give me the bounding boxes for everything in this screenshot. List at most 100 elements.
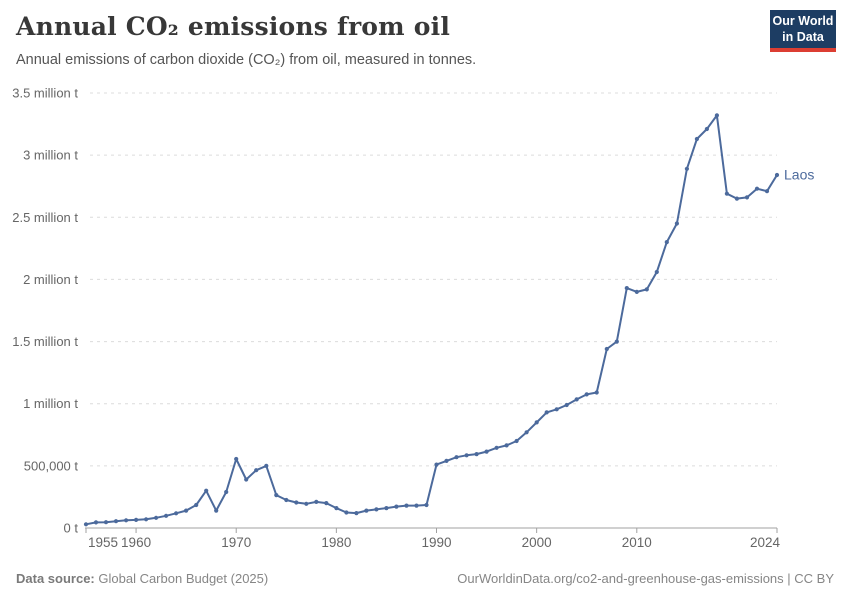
data-point[interactable] [524,430,529,435]
data-point[interactable] [584,392,589,397]
data-point[interactable] [464,453,469,458]
data-point[interactable] [454,455,459,460]
data-point[interactable] [774,172,780,178]
x-axis-tick-label: 1980 [321,535,351,550]
data-source-note: Data source: Global Carbon Budget (2025) [16,571,268,586]
data-point[interactable] [644,287,649,292]
data-point[interactable] [394,504,399,509]
data-point[interactable] [194,502,199,508]
data-point[interactable] [694,136,700,142]
data-point[interactable] [724,191,730,196]
chart-title: Annual CO₂ emissions from oil [16,12,451,41]
data-point[interactable] [304,501,309,506]
data-point[interactable] [384,506,389,511]
chart-subtitle: Annual emissions of carbon dioxide (CO₂)… [16,52,477,68]
data-point[interactable] [124,518,129,523]
x-axis-tick-label: 1960 [121,535,151,550]
data-point[interactable] [134,517,139,523]
data-point[interactable] [144,517,149,522]
data-point[interactable] [234,456,239,462]
data-point[interactable] [494,445,499,450]
data-point[interactable] [554,407,559,412]
data-point[interactable] [654,269,659,275]
y-axis-tick-label: 0 t [64,521,79,536]
data-point[interactable] [244,477,249,482]
data-point[interactable] [744,195,750,200]
data-point[interactable] [564,402,569,408]
data-point[interactable] [714,113,720,118]
data-point[interactable] [113,519,119,524]
data-source-value: Global Carbon Budget (2025) [98,571,269,586]
series-end-label[interactable]: Laos [784,167,814,183]
data-point[interactable] [93,520,99,525]
data-point[interactable] [674,221,680,226]
data-point[interactable] [324,501,329,506]
y-axis-tick-label: 1.5 million t [12,334,78,349]
data-point[interactable] [103,520,109,525]
data-point[interactable] [504,443,509,448]
data-point[interactable] [594,390,599,395]
x-axis-tick-label: 1990 [421,535,451,550]
data-point[interactable] [704,126,710,132]
data-source-label: Data source: [16,571,95,586]
x-axis-tick-label: 2024 [750,535,781,550]
data-point[interactable] [544,410,549,415]
data-point[interactable] [604,346,609,352]
data-point[interactable] [754,186,760,191]
data-point[interactable] [434,462,439,467]
owid-logo: Our World in Data [770,10,836,52]
data-point[interactable] [574,397,579,402]
data-point[interactable] [264,463,269,468]
data-point[interactable] [274,493,279,498]
data-point[interactable] [184,508,189,513]
y-axis-tick-label: 2 million t [23,272,78,287]
data-point[interactable] [534,420,539,425]
data-point[interactable] [154,515,159,520]
data-point[interactable] [354,510,359,516]
data-point[interactable] [424,502,429,508]
data-point[interactable] [214,508,219,513]
y-axis-tick-label: 3.5 million t [12,86,78,101]
data-point[interactable] [83,522,89,527]
data-line[interactable] [85,114,778,526]
data-point[interactable] [684,166,690,171]
x-axis-tick-label: 2010 [622,535,652,550]
x-axis-tick-label: 1955 [88,535,118,550]
data-point[interactable] [404,503,409,508]
y-axis-tick-label: 3 million t [23,148,78,163]
data-point[interactable] [484,449,489,454]
data-point[interactable] [614,339,619,344]
data-point[interactable] [364,508,369,513]
data-point[interactable] [764,189,770,194]
data-point[interactable] [224,489,229,495]
data-point[interactable] [444,458,449,463]
data-point[interactable] [284,497,289,503]
data-point[interactable] [734,196,740,201]
attribution-link[interactable]: OurWorldinData.org/co2-and-greenhouse-ga… [457,571,834,586]
data-point[interactable] [634,289,639,294]
y-axis-tick-label: 2.5 million t [12,210,78,225]
owid-logo-line1: Our World [772,14,834,28]
data-point[interactable] [664,240,669,245]
x-axis-tick-label: 2000 [522,535,552,550]
data-point[interactable] [374,507,379,512]
data-point[interactable] [414,503,419,508]
x-axis-tick-label: 1970 [221,535,251,550]
data-point[interactable] [164,513,169,518]
data-point[interactable] [254,468,259,473]
data-point[interactable] [314,499,319,504]
data-point[interactable] [204,488,209,493]
data-point[interactable] [514,438,519,444]
data-point[interactable] [174,511,179,516]
y-axis-tick-label: 1 million t [23,396,78,411]
data-point[interactable] [624,286,629,291]
data-point[interactable] [294,500,299,505]
data-point[interactable] [474,452,479,457]
chart-footer: Data source: Global Carbon Budget (2025)… [0,571,850,586]
owid-logo-line2: in Data [782,30,824,44]
data-point[interactable] [344,510,349,515]
y-axis-tick-label: 500,000 t [24,458,79,473]
data-point[interactable] [334,506,339,511]
